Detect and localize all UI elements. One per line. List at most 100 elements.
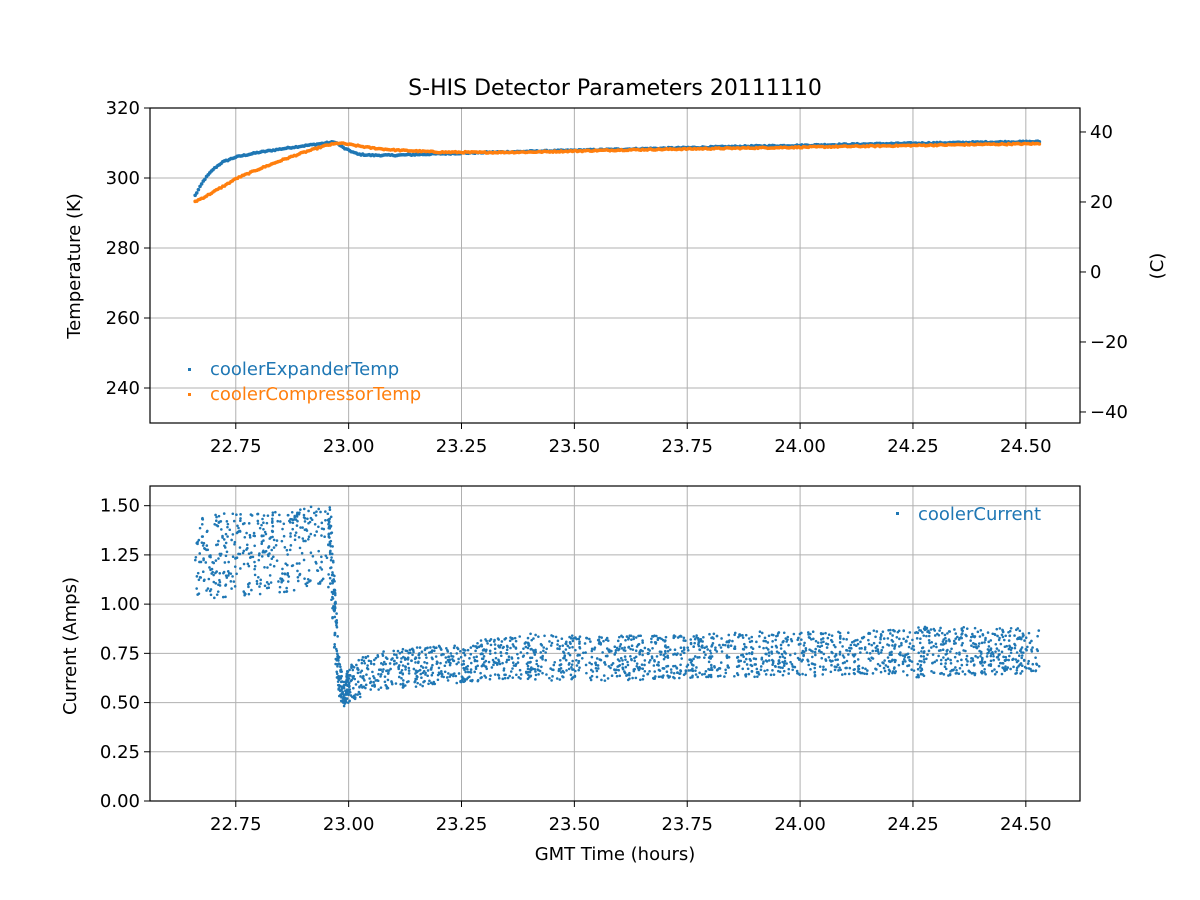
data-point [333,606,336,609]
data-point [313,534,317,537]
data-point [290,510,294,514]
data-point [268,552,271,555]
data-point [407,669,411,672]
data-point [328,550,332,554]
data-point [838,650,842,654]
data-point [915,630,918,634]
data-point [414,685,418,688]
data-point [979,628,983,632]
data-point [239,517,242,520]
data-point [800,651,804,655]
data-point [299,526,302,529]
temperature-legend: coolerExpanderTemp coolerCompressorTemp [188,359,421,405]
data-point [369,688,373,691]
data-point [1001,662,1005,665]
data-point [404,665,408,669]
data-point [750,635,754,639]
data-point [960,658,963,662]
data-point [214,582,218,585]
data-point [958,653,961,656]
data-point [905,639,908,643]
data-point [918,666,922,669]
data-point [1007,631,1010,634]
data-point [841,645,844,648]
data-point [205,589,208,592]
data-point [1019,672,1022,675]
data-point [902,670,905,673]
data-point [960,636,963,640]
data-point [852,654,856,658]
data-point [215,543,218,547]
data-point [387,671,390,675]
legend-marker-compressor [188,393,191,396]
data-point [505,648,509,652]
data-point [301,526,304,529]
data-point [638,651,641,654]
data-point [725,656,729,660]
data-point [907,645,911,649]
data-point [922,658,926,661]
data-point [409,651,412,655]
data-point [218,578,221,582]
data-point [782,631,786,635]
data-point [762,639,766,643]
data-point [943,665,947,668]
data-point [590,662,593,666]
data-point [898,637,901,641]
data-point [383,675,387,678]
data-point [431,663,434,667]
data-point [648,658,652,662]
data-point [398,664,401,667]
data-point [691,667,694,671]
data-point [247,585,250,589]
data-point [327,543,330,547]
data-point [436,673,440,677]
data-point [942,656,945,659]
data-point [848,646,851,650]
data-point [214,513,217,517]
data-point [267,554,270,558]
data-point [990,669,994,673]
data-point [324,510,327,513]
data-point [634,655,638,659]
data-point [390,658,393,661]
data-point [303,528,307,532]
data-point [260,523,263,527]
data-point [356,680,360,684]
data-point [260,555,264,558]
data-point [917,651,920,655]
data-point [1023,665,1027,669]
data-point [306,578,310,581]
current-panel: 22.75 23.00 23.25 23.50 23.75 24.00 24.25 24.50… [60,485,1081,865]
data-point [496,673,500,677]
data-point [466,667,469,671]
data-point [813,663,817,666]
data-point [695,666,698,669]
data-point [550,679,553,682]
data-point [462,662,466,666]
data-point [275,559,279,562]
data-point [863,647,867,651]
data-point [878,664,882,668]
data-point [534,650,538,654]
data-point [724,643,727,647]
data-point [953,628,956,631]
data-point [753,675,756,679]
data-point [700,673,704,676]
data-point [423,679,426,683]
data-point [558,645,562,648]
data-point [272,538,276,542]
data-point [686,648,690,652]
data-point [230,538,233,542]
data-point [416,675,419,679]
data-point [505,644,509,648]
data-point [377,688,380,691]
data-point [917,674,920,678]
data-point [891,670,895,673]
data-point [337,662,341,665]
data-point [901,660,905,664]
data-point [330,552,334,556]
data-point [309,505,313,509]
data-point [255,582,259,586]
data-point [369,662,373,665]
